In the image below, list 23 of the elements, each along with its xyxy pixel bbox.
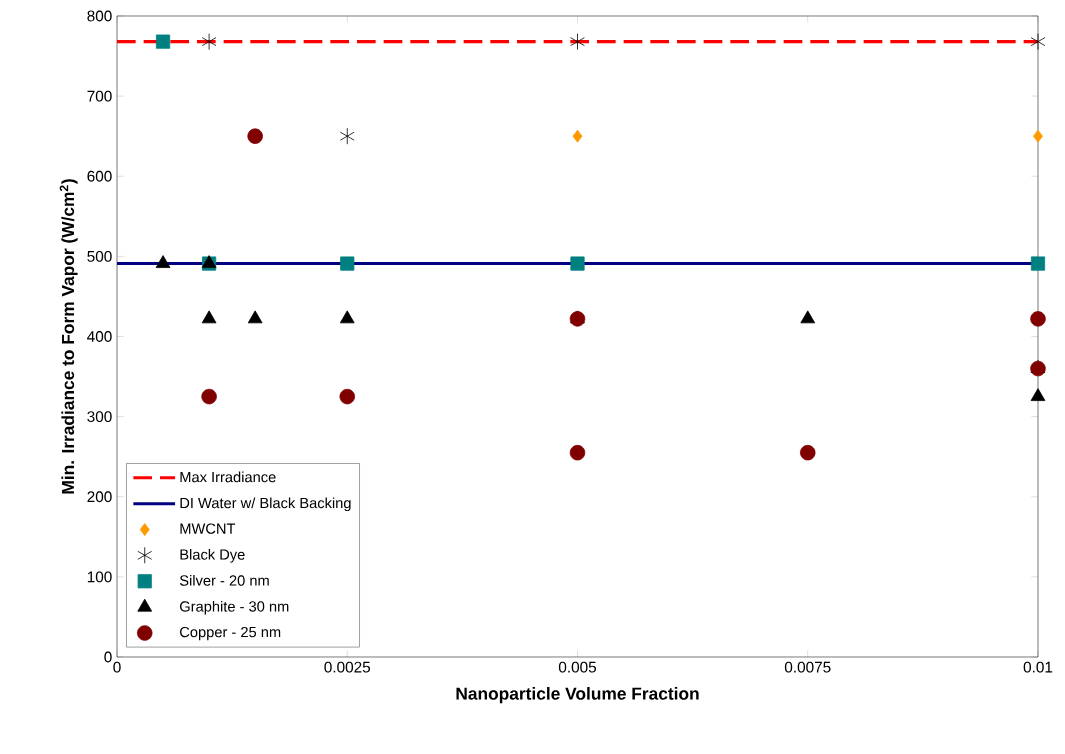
- legend-label: DI Water w/ Black Backing: [180, 497, 351, 512]
- y-tick-label: 0: [104, 651, 112, 663]
- x-tick-label: 0.0025: [324, 661, 371, 673]
- x-tick-label: 0.0075: [784, 661, 831, 673]
- legend-label: Copper - 25 nm: [180, 626, 281, 641]
- x-axis-title: Nanoparticle Volume Fraction: [456, 687, 699, 704]
- legend-label: Black Dye: [180, 548, 245, 563]
- x-tick-label: 0: [113, 661, 121, 673]
- y-tick-label: 500: [87, 250, 112, 262]
- y-tick-label: 800: [87, 10, 112, 22]
- x-tick-label: 0.01: [1023, 661, 1053, 673]
- legend-label: Max Irradiance: [180, 471, 276, 483]
- y-tick-label: 100: [87, 571, 112, 583]
- legend-label: Graphite - 30 nm: [180, 600, 289, 615]
- y-tick-label: 200: [87, 491, 112, 503]
- y-axis-title: Min. Irradiance to Form Vapor (W/cm$^{2}$): [59, 179, 78, 494]
- y-tick-label: 600: [87, 170, 112, 182]
- legend-label: MWCNT: [180, 523, 236, 534]
- y-tick-label: 300: [87, 411, 112, 423]
- y-tick-label: 400: [87, 331, 112, 342]
- y-tick-label: 700: [87, 90, 112, 102]
- legend-label: Silver - 20 nm: [179, 574, 269, 586]
- x-tick-label: 0.005: [558, 661, 597, 673]
